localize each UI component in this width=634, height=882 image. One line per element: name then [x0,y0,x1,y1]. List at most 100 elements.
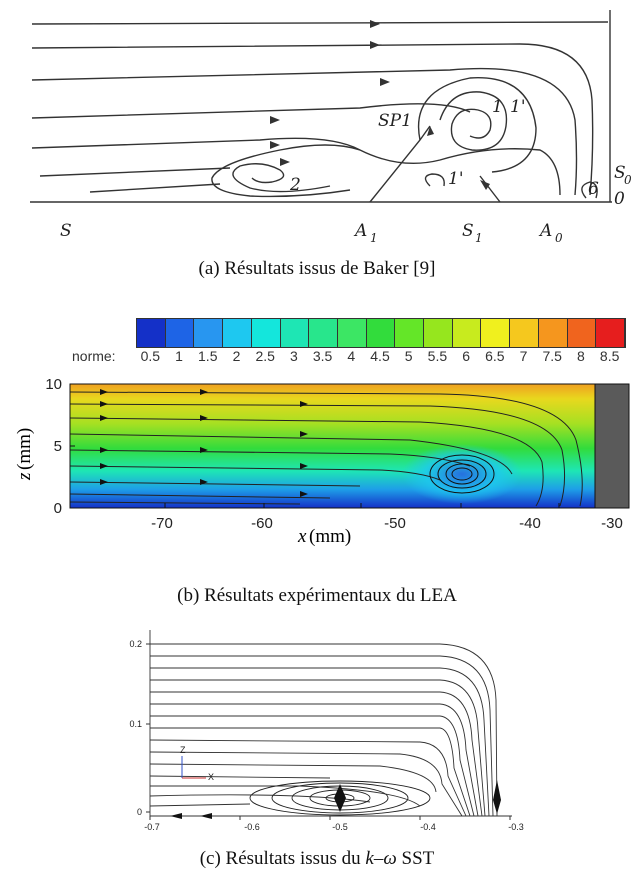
label-S: S [60,221,72,241]
colorbar-tick: 7.5 [542,348,562,364]
colorbar-tick: 3 [289,348,298,364]
label-S0-sub: 0 [624,173,632,187]
colorbar-tick: 5 [404,348,413,364]
panel-b: norme: 0.5 1 1.5 2 2.5 3 3.5 4 4.5 5 5.5 6 6.5 7 7.5 8 8… [0,310,634,550]
colorbar-cell [280,319,310,347]
lea-plot: -70 -60 -50 -40 -30 10 5 0 x (mm) z (mm) [14,376,630,547]
streamline [31,43,594,196]
colorbar-cell [223,319,252,347]
arrowhead [370,41,380,49]
colorbar-cell [452,319,482,347]
colorbar-cell [481,319,511,347]
ytick: 0.2 [129,639,142,649]
svg-text:z: z [14,472,35,481]
x-axis-label: x (mm) [297,526,351,547]
colorbar-tick: 1.5 [198,348,218,364]
colorbar [136,318,626,348]
colorbar-tick: 1 [175,348,183,364]
corner-vortex [581,181,598,199]
ytick: 10 [45,376,62,393]
streamline [31,137,561,196]
label-vortex-1p: 1' [510,97,526,117]
colorbar-tick: 8.5 [599,348,620,364]
colorbar-tick: 4.5 [370,348,390,364]
label-vortex-6: 6 [588,179,599,199]
ytick: 5 [54,438,62,455]
colorbar-cell [194,319,224,347]
xtick: -0.7 [144,822,160,832]
label-vortex-1pp: 1' [448,169,464,189]
xtick: -60 [251,515,273,532]
vortex-2-outer [211,144,361,198]
sp1-line [369,125,431,203]
colorbar-tick: 6.5 [485,348,505,364]
label-A1: A [353,221,367,241]
caption-c: (c) Résultats issus du k–ω SST [199,848,435,869]
label-A0: A [538,221,552,241]
svg-text:(mm): (mm) [14,428,35,470]
xtick: -0.4 [420,822,436,832]
xtick: -30 [601,515,623,532]
vortex-low-speed [402,444,522,504]
label-zero: 0 [614,189,625,209]
panel-a: S A 1 S 1 A 0 S 0 0 SP1 1 1' 1' 2 6 [0,0,634,250]
colorbar-tick: 8 [577,348,585,364]
xtick: -50 [384,515,406,532]
arrowhead [280,158,290,166]
colorbar-cell [567,319,597,347]
svg-text:x: x [297,526,307,547]
colorbar-cell [165,319,195,347]
colorbar-cell [510,319,539,347]
colorbar-tick: 2 [232,348,241,364]
streamline [31,67,578,196]
xtick: -0.5 [332,822,348,832]
field-background [70,384,595,508]
sst-plot: Z X -0.7 -0.6 -0.5 -0.4 -0.3 0.2 0.1 0 [129,630,524,832]
label-S1-sub: 1 [475,231,483,245]
label-SP1: SP1 [378,111,412,131]
streamline [89,183,221,193]
xtick: -0.3 [508,822,524,832]
colorbar-cell [366,319,396,347]
label-A0-sub: 0 [555,231,563,245]
colorbar-cell [337,319,367,347]
vortex-1 [439,91,508,151]
y-axis-label: z (mm) [14,428,35,481]
svg-text:(mm): (mm) [309,526,351,547]
colorbar-cell [395,319,425,347]
colorbar-label: norme: [72,348,116,364]
baker-sketch: S A 1 S 1 A 0 S 0 0 SP1 1 1' 1' 2 6 [30,10,632,245]
colorbar-tick: 2.5 [255,348,275,364]
arrowhead [270,116,280,124]
colorbar-cell [596,319,625,347]
streamline [31,103,471,119]
colorbar-cell [251,319,281,347]
streamline [31,21,609,25]
label-S0: S [614,163,626,183]
label-vortex-1: 1 [492,97,503,117]
colorbar-tick: 6 [462,348,471,364]
xtick: -0.6 [244,822,260,832]
xtick: -40 [519,515,541,532]
obstacle [594,383,630,509]
vortex-1p [424,173,445,187]
bottom-arrow-line [479,175,501,203]
streamline [39,167,231,177]
label-S1: S [462,221,474,241]
label-vortex-2: 2 [289,175,301,195]
ytick: 0.1 [129,719,142,729]
colorbar-cell [309,319,338,347]
arrowhead [370,20,380,28]
arrowhead [380,78,390,86]
colorbar-cell [424,319,453,347]
colorbar-tick: 4 [347,348,356,364]
colorbar-ticks: 0.5 1 1.5 2 2.5 3 3.5 4 4.5 5 5.5 6 6.5 7 7.5 8 8.5 [136,348,624,366]
colorbar-cell [137,319,166,347]
triad-x-label: X [208,772,214,782]
colorbar-tick: 5.5 [427,348,448,364]
arrowhead [480,180,490,190]
triad-z-label: Z [180,745,186,755]
vortex-2 [232,163,331,193]
vortex-1-outer [417,77,537,173]
colorbar-tick: 3.5 [312,348,333,364]
